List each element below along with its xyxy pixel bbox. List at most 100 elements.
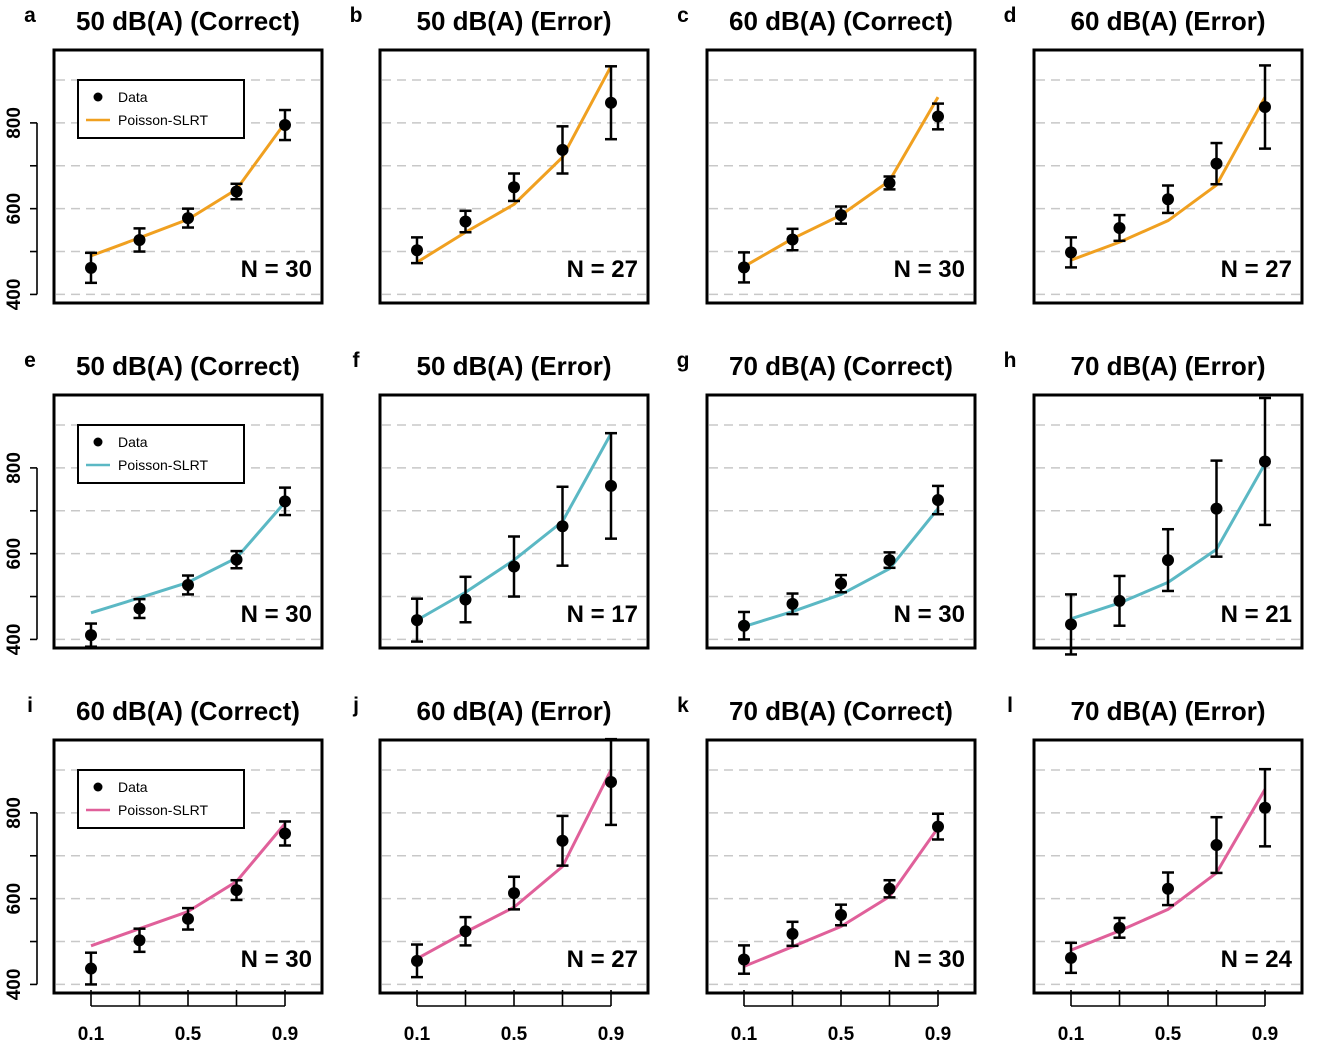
x-tick-label: 0.1 [1058,1024,1085,1045]
x-tick-label: 0.9 [272,1024,298,1045]
data-point [133,233,146,246]
panel-title: 60 dB(A) (Correct) [76,696,300,726]
data-point [835,209,847,222]
sample-size-label: N = 27 [1221,256,1292,283]
data-point [786,233,799,246]
data-point [556,143,569,156]
data-point [738,261,750,274]
data-point [1065,951,1077,964]
data-point [605,479,617,492]
panel-letter: d [1004,4,1017,27]
sample-size-label: N = 27 [567,256,638,283]
y-tick-label: 800 [4,797,25,829]
panel-letter: b [350,4,363,27]
model-fit-line [1070,96,1267,262]
data-point [85,629,97,642]
panel-letter: i [27,694,33,717]
legend-model-label: Poisson-SLRT [118,802,208,818]
data-point [508,887,520,900]
y-tick-label: 800 [4,452,25,484]
panel-letter: g [677,349,690,372]
sample-size-label: N = 24 [1221,946,1293,973]
data-point [230,185,243,198]
data-point [279,827,291,840]
panel-frame [378,393,650,650]
data-point [133,602,146,615]
data-point [932,820,944,833]
x-tick-label: 0.1 [731,1024,758,1045]
sample-size-label: N = 30 [241,256,312,283]
x-tick-label: 0.1 [404,1024,431,1045]
x-tick-label: 0.5 [501,1024,528,1045]
panel-letter: j [352,694,359,717]
panel-a: a 50 dB(A) (Correct) N = 30 Data Poisson-SLR… [4,4,324,311]
data-point [411,954,423,967]
data-point [883,176,896,189]
y-tick-label: 600 [4,193,25,225]
x-tick-label: 0.9 [1252,1024,1278,1045]
panel-d: d 60 dB(A) (Error) N = 27 [1004,4,1304,305]
data-point [459,925,472,938]
y-tick-label: 600 [4,883,25,915]
data-point [605,96,617,109]
model-fit-line [1070,788,1267,952]
data-point [133,934,146,947]
data-point [182,578,194,591]
data-point [605,776,617,789]
sample-size-label: N = 30 [894,946,965,973]
data-point [508,181,520,194]
data-point [85,962,97,975]
panel-frame [705,48,977,305]
data-point [459,215,472,228]
panel-letter: e [24,349,36,372]
panel-k: k 70 dB(A) (Correct) N = 30 0.1 0.5 0.9 [677,694,977,1045]
panel-c: c 60 dB(A) (Correct) N = 30 [677,4,977,305]
sample-size-label: N = 30 [894,256,965,283]
data-point [1259,455,1271,468]
data-point [883,554,896,567]
x-tick-label: 0.9 [598,1024,624,1045]
panel-frame [52,393,324,650]
panel-title: 60 dB(A) (Error) [416,696,611,726]
legend: Data Poisson-SLRT [77,424,245,484]
sample-size-label: N = 27 [567,946,638,973]
panel-frame [1032,393,1304,650]
legend-model-label: Poisson-SLRT [118,112,208,128]
data-point [411,614,423,627]
data-point [786,597,799,610]
panel-title: 70 dB(A) (Correct) [729,351,953,381]
legend-box [77,79,245,139]
data-point [556,520,569,533]
panel-title: 70 dB(A) (Error) [1070,696,1265,726]
legend-box [77,769,245,829]
panel-j: j 60 dB(A) (Error) N = 27 0.1 0.5 0.9 [352,694,650,1045]
data-point [85,261,97,274]
panel-f: f 50 dB(A) (Error) N = 17 [353,349,650,650]
panel-title: 50 dB(A) (Error) [416,351,611,381]
sample-size-label: N = 21 [1221,601,1292,628]
data-point [835,908,847,921]
y-tick-label: 400 [4,969,25,1001]
data-point [182,212,194,225]
panel-e: e 50 dB(A) (Correct) N = 30 Data Poisson-SLR… [4,349,324,655]
data-point [1210,502,1223,515]
legend-data-marker [93,92,103,102]
legend: Data Poisson-SLRT [77,79,245,139]
panel-g: g 70 dB(A) (Correct) N = 30 [677,349,977,650]
panel-b: b 50 dB(A) (Error) N = 27 [350,4,650,305]
model-fit-line [416,65,613,264]
panel-letter: f [353,349,361,372]
legend-data-label: Data [118,434,148,450]
model-fit-line [743,507,940,628]
y-tick-label: 600 [4,538,25,570]
data-point [230,884,243,897]
legend-model-label: Poisson-SLRT [118,457,208,473]
data-point [1210,839,1223,852]
panel-letter: c [677,4,689,27]
sample-size-label: N = 30 [894,601,965,628]
y-tick-label: 400 [4,279,25,311]
data-point [1210,157,1223,170]
panel-i: i 60 dB(A) (Correct) N = 30 Data Poisson-SLR… [4,694,324,1045]
data-point [411,244,423,257]
panel-l: l 70 dB(A) (Error) N = 24 0.1 0.5 0.9 [1007,694,1304,1045]
